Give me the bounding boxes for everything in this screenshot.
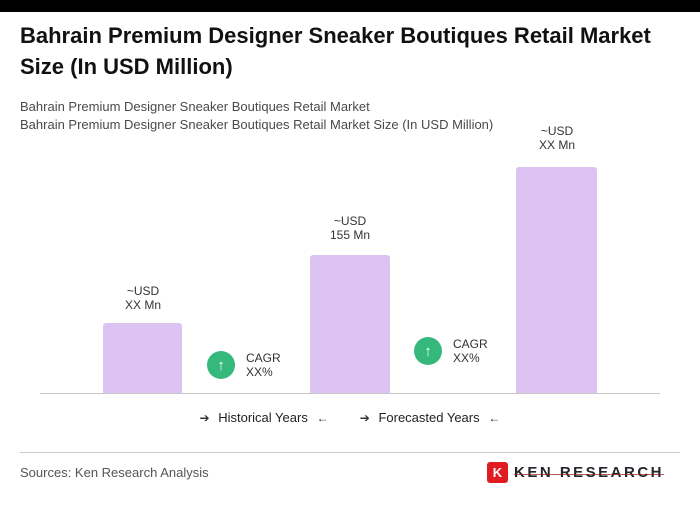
right-arrow-icon: ➔: [359, 411, 370, 425]
up-arrow-glyph: ↑: [217, 356, 225, 374]
bar-value-amount: XX Mn: [538, 138, 576, 152]
bar-value-approx: ~USD: [333, 214, 367, 228]
cagr-label: CAGR: [453, 337, 488, 351]
bar-forecast: [516, 167, 597, 394]
top-black-bar: [0, 0, 700, 12]
page-title: Bahrain Premium Designer Sneaker Boutiqu…: [20, 23, 651, 79]
cagr-label: CAGR: [246, 351, 281, 365]
chart-subtitle-line-1: Bahrain Premium Designer Sneaker Boutiqu…: [20, 99, 370, 114]
bar-value-amount: XX Mn: [124, 298, 162, 312]
legend-label: Forecasted Years: [378, 410, 480, 425]
legend-forecasted-years: ➔ Forecasted Years ←: [360, 410, 501, 425]
bar-value-approx: ~USD: [126, 284, 160, 298]
ken-research-logo-icon: K: [487, 462, 508, 483]
right-arrow-icon: ➔: [199, 411, 210, 425]
logo-strike-line: [514, 474, 665, 475]
left-arrow-icon: ←: [488, 411, 501, 425]
legend-historical-years: ➔ Historical Years ←: [200, 410, 329, 425]
up-arrow-glyph: ↑: [424, 342, 432, 360]
bar-value-approx: ~USD: [540, 124, 574, 138]
footer-divider: [20, 452, 680, 453]
ken-research-wordmark: KEN RESEARCH: [514, 462, 665, 483]
growth-up-arrow-icon: ↑: [207, 351, 235, 379]
bar-historical: [103, 323, 182, 394]
x-axis-baseline: [40, 393, 660, 394]
legend-label: Historical Years: [218, 410, 308, 425]
cagr-badge-forecast: ↑ CAGR XX%: [414, 337, 488, 365]
bar-value-label-historical: ~USD XX Mn: [125, 284, 161, 312]
growth-up-arrow-icon: ↑: [414, 337, 442, 365]
wordmark-text: KEN RESEARCH: [514, 464, 665, 481]
bar-value-label-forecast: ~USD XX Mn: [539, 124, 575, 152]
chart-subtitle-line-2: Bahrain Premium Designer Sneaker Boutiqu…: [20, 117, 494, 132]
ken-research-logo: K KEN RESEARCH: [487, 462, 665, 483]
cagr-badge-historical: ↑ CAGR XX%: [207, 351, 281, 379]
source-note: Sources: Ken Research Analysis: [20, 465, 209, 480]
cagr-value: XX%: [453, 351, 480, 365]
bar-current: [310, 255, 390, 394]
cagr-value: XX%: [246, 365, 273, 379]
bar-value-amount: 155 Mn: [329, 228, 371, 242]
left-arrow-icon: ←: [316, 411, 329, 425]
bar-value-label-current: ~USD 155 Mn: [330, 214, 370, 242]
